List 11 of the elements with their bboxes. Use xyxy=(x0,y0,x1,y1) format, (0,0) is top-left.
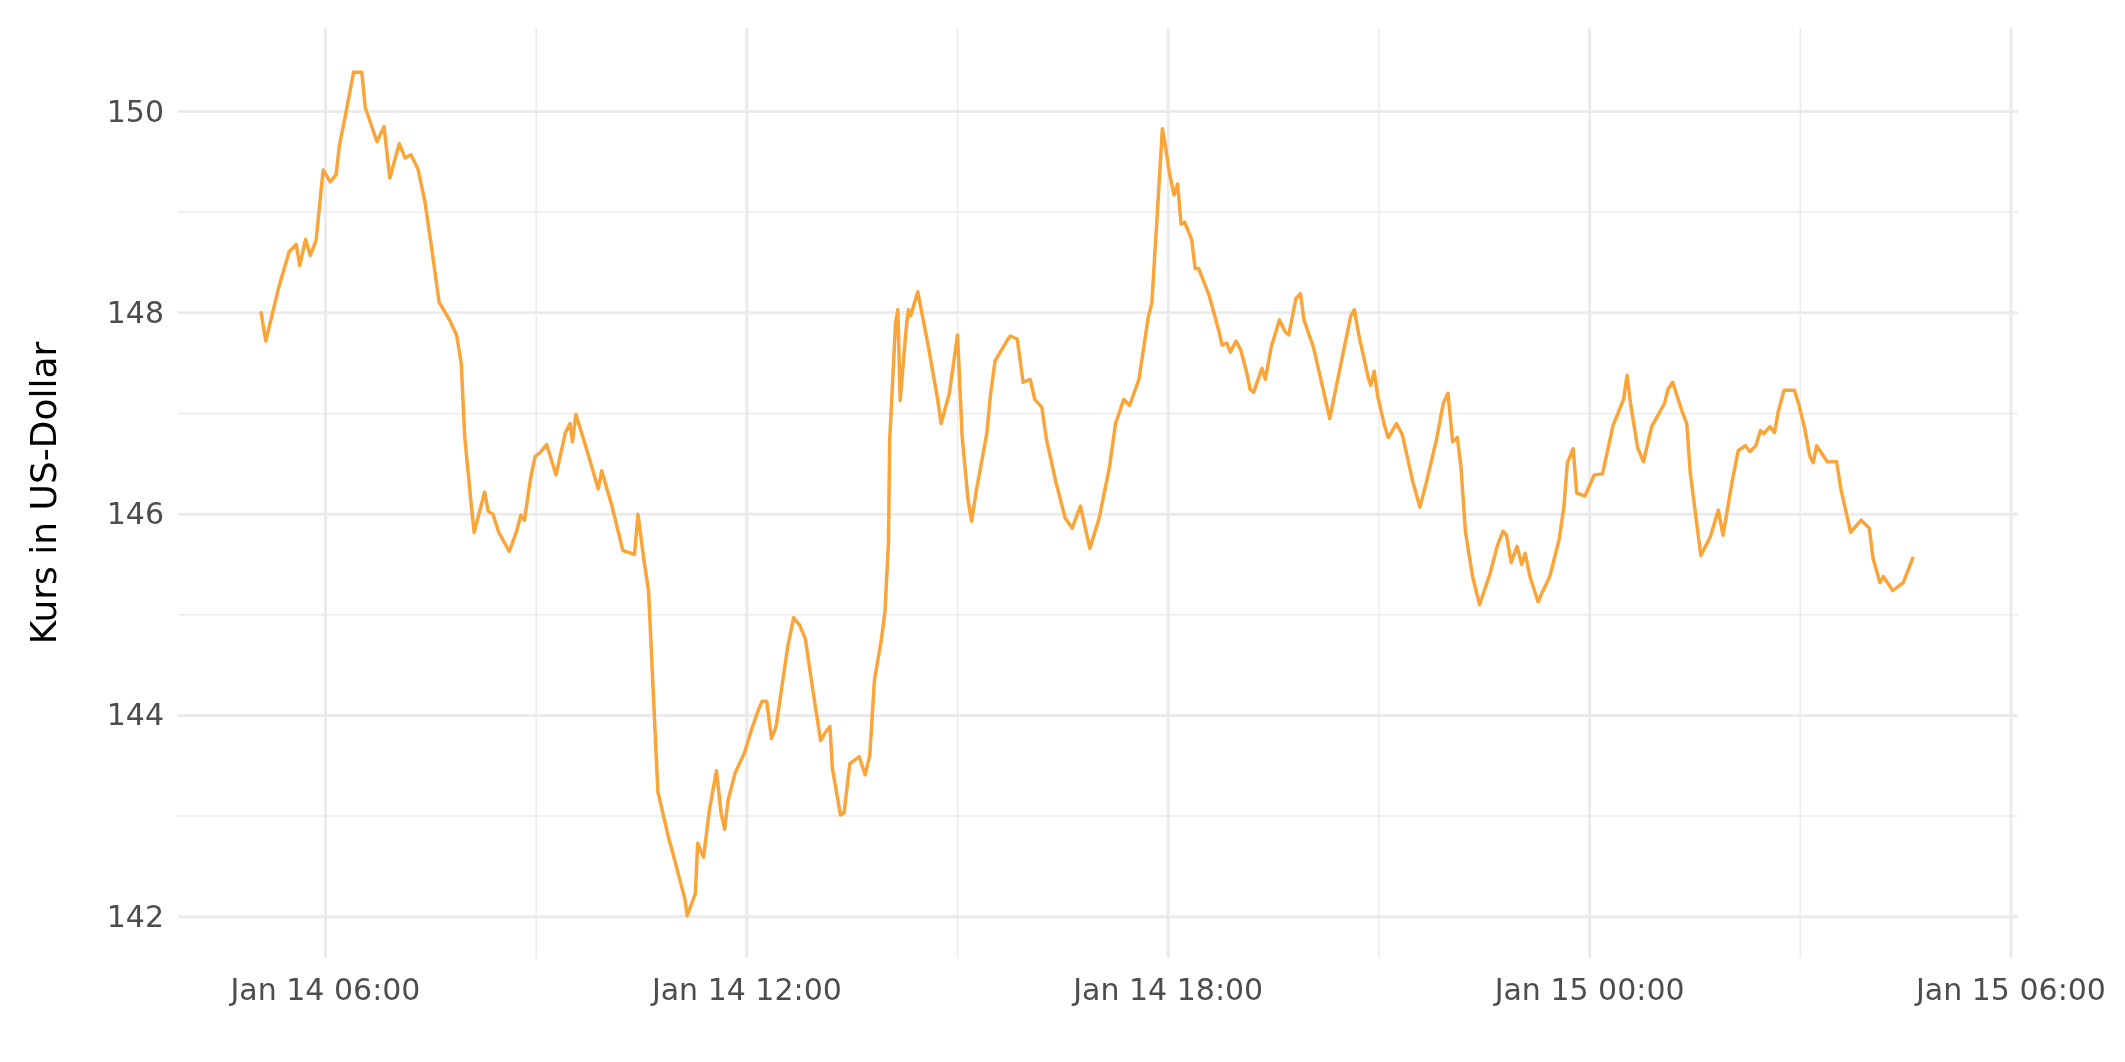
x-tick-label: Jan 14 06:00 xyxy=(228,972,421,1007)
x-tick-label: Jan 15 06:00 xyxy=(1914,972,2106,1007)
y-tick-label: 148 xyxy=(106,294,164,330)
x-tick-label: Jan 14 18:00 xyxy=(1071,972,1264,1007)
y-tick-label: 144 xyxy=(106,697,164,733)
y-tick-label: 150 xyxy=(106,93,164,129)
y-tick-label: 142 xyxy=(106,898,164,934)
x-tick-label: Jan 14 12:00 xyxy=(649,972,842,1007)
y-tick-label: 146 xyxy=(106,496,164,532)
y-axis-title: Kurs in US-Dollar xyxy=(23,341,64,645)
x-tick-label: Jan 15 00:00 xyxy=(1492,972,1685,1007)
